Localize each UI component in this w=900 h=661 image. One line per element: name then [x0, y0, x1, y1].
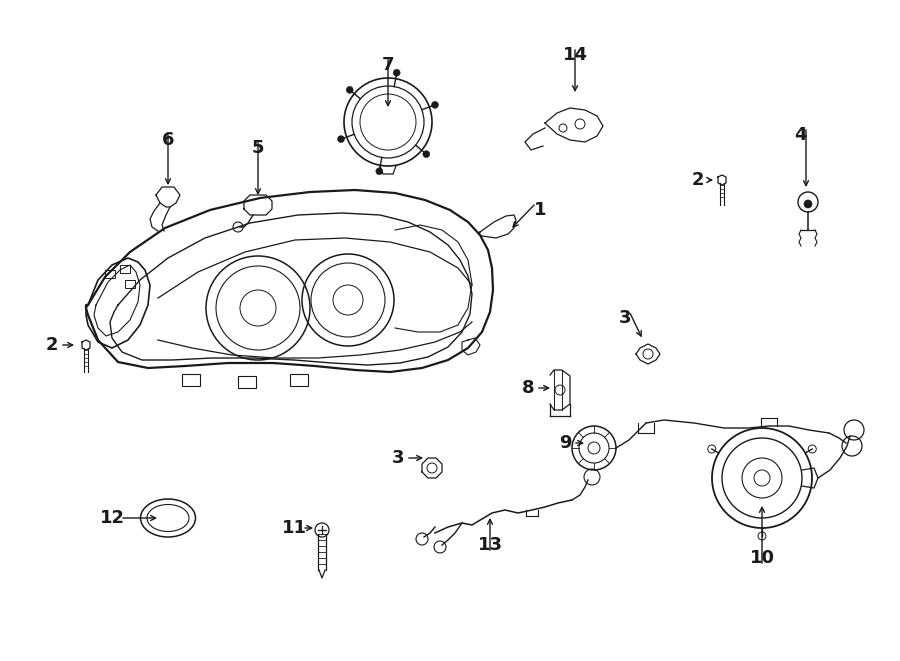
Text: 3: 3	[392, 449, 404, 467]
Text: 2: 2	[692, 171, 704, 189]
Text: 1: 1	[534, 201, 546, 219]
Text: 6: 6	[162, 131, 175, 149]
Text: 5: 5	[252, 139, 265, 157]
Text: 4: 4	[794, 126, 806, 144]
Circle shape	[804, 200, 812, 208]
Circle shape	[338, 136, 345, 143]
Bar	[182, 374, 200, 386]
Text: 14: 14	[562, 46, 588, 64]
Text: 2: 2	[46, 336, 58, 354]
Bar	[120, 265, 130, 273]
Circle shape	[423, 151, 430, 157]
Text: 12: 12	[100, 509, 124, 527]
Circle shape	[393, 69, 400, 76]
Bar	[105, 270, 115, 278]
Text: 11: 11	[282, 519, 307, 537]
Bar	[238, 376, 256, 388]
Bar	[125, 280, 135, 288]
Text: 8: 8	[522, 379, 535, 397]
Text: 13: 13	[478, 536, 502, 554]
Text: 9: 9	[559, 434, 572, 452]
Circle shape	[376, 168, 382, 175]
Text: 10: 10	[750, 549, 775, 567]
Bar	[290, 374, 308, 386]
Text: 7: 7	[382, 56, 394, 74]
Circle shape	[431, 101, 438, 108]
Circle shape	[346, 87, 353, 93]
Text: 3: 3	[619, 309, 631, 327]
